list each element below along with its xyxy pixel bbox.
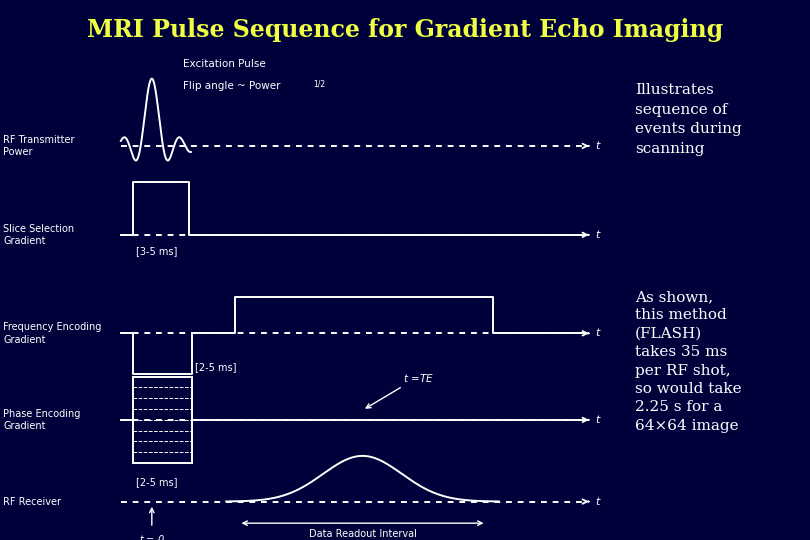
Text: Excitation Pulse: Excitation Pulse [183, 59, 266, 69]
Text: Flip angle ~ Power: Flip angle ~ Power [183, 80, 280, 91]
Text: [3-5 ms]: [3-5 ms] [136, 246, 177, 256]
Text: RF Receiver: RF Receiver [3, 497, 61, 507]
Text: $t$ = 0: $t$ = 0 [139, 533, 164, 540]
Text: t: t [595, 415, 599, 425]
Text: Illustrates
sequence of
events during
scanning: Illustrates sequence of events during sc… [635, 83, 742, 156]
Text: Data Readout Interval: Data Readout Interval [309, 529, 416, 539]
Text: t: t [595, 497, 599, 507]
Bar [133, 376, 192, 463]
Text: As shown,
this method
(FLASH)
takes 35 ms
per RF shot,
so would take
2.25 s for : As shown, this method (FLASH) takes 35 m… [635, 290, 741, 433]
Text: t: t [595, 141, 599, 151]
Text: $t$ =TE: $t$ =TE [403, 372, 433, 384]
Text: RF Transmitter
Power: RF Transmitter Power [3, 134, 75, 157]
Text: Slice Selection
Gradient: Slice Selection Gradient [3, 224, 75, 246]
Text: t: t [595, 328, 599, 339]
Text: 1/2: 1/2 [313, 79, 325, 88]
Text: [2-5 ms]: [2-5 ms] [195, 362, 237, 372]
Text: MRI Pulse Sequence for Gradient Echo Imaging: MRI Pulse Sequence for Gradient Echo Ima… [87, 18, 723, 42]
Text: t: t [595, 230, 599, 240]
Text: Frequency Encoding
Gradient: Frequency Encoding Gradient [3, 322, 101, 345]
Text: [2-5 ms]: [2-5 ms] [136, 477, 178, 488]
Text: Phase Encoding
Gradient: Phase Encoding Gradient [3, 409, 80, 431]
